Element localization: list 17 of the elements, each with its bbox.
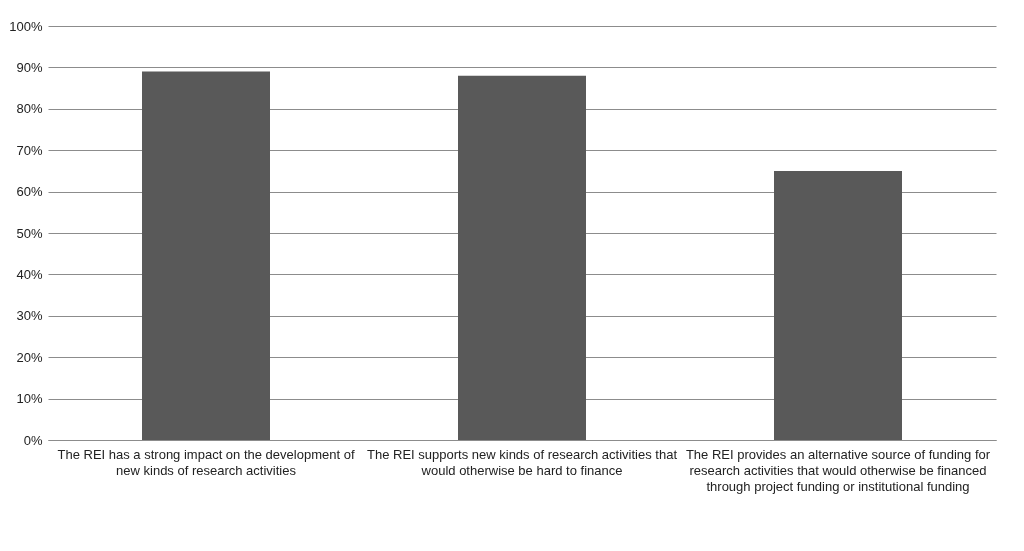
y-tick-label: 20% [16,349,43,365]
y-tick-label: 100% [9,18,43,34]
y-tick-label: 60% [16,184,43,200]
bar [142,71,270,440]
x-tick-label: The REI has a strong impact on the development of new kinds of research activities [57,446,355,478]
x-tick-label: The REI provides an alternative source of funding for research activities that would otherwise be financed through project funding or institutional funding [685,446,991,494]
y-tick-label: 0% [23,432,43,448]
y-tick-label: 70% [16,142,43,158]
y-tick-label: 40% [16,266,43,282]
y-tick-label: 80% [16,101,43,117]
y-tick-label: 50% [16,225,43,241]
x-tick-label: The REI supports new kinds of research activities that would otherwise be hard to finance [367,446,678,478]
bar [774,170,902,440]
bar [458,75,586,440]
y-tick-label: 90% [16,59,43,75]
y-tick-label: 30% [16,308,43,324]
y-tick-label: 10% [16,391,43,407]
